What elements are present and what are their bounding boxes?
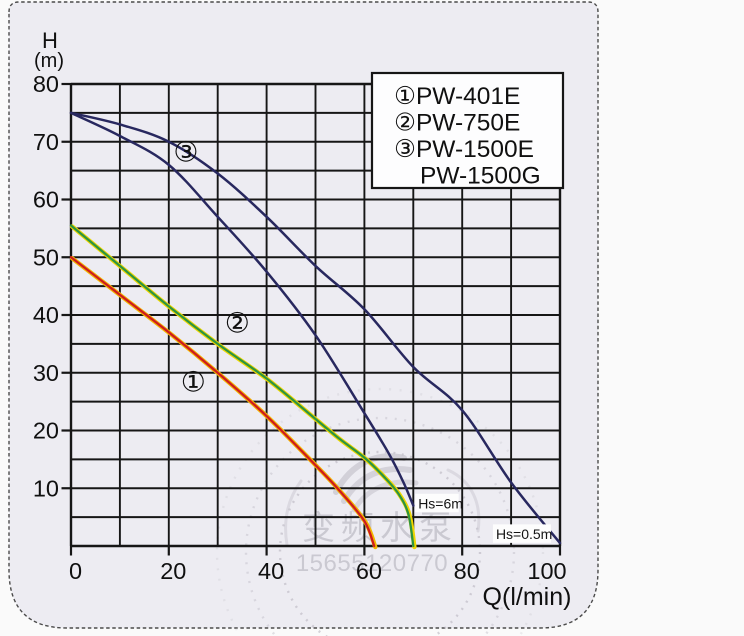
curve-line-PW-401E xyxy=(69,256,376,548)
curve-line-PW-750E xyxy=(69,224,415,548)
legend-label: PW-1500G xyxy=(420,163,541,190)
watermark-ring xyxy=(278,450,482,636)
legend-label: PW-401E xyxy=(416,83,520,110)
watermark-ring xyxy=(215,387,545,636)
y-tick-label: 50 xyxy=(33,244,59,270)
x-tick-label: 100 xyxy=(527,558,566,584)
watermark-swoosh xyxy=(341,466,413,504)
x-tick-label: 80 xyxy=(454,558,480,584)
y-tick-label: 70 xyxy=(33,129,59,155)
y-tick-label: 20 xyxy=(33,418,59,444)
legend-box xyxy=(370,71,565,190)
axis-ticks: 10 20 30 40 50 60 70 80 0 20 40 60 80 100 xyxy=(33,71,567,584)
legend-item: ③PW-1500E xyxy=(394,136,534,163)
axis-titles: H(m) Q(l/min) xyxy=(34,28,571,611)
curve-PW-1500G xyxy=(69,111,562,545)
curve-line-PW-1500E xyxy=(69,111,415,507)
curve-number-label: ③ xyxy=(173,137,198,168)
watermark-swoosh xyxy=(284,479,303,547)
annotation-Hs05m: Hs=0.5m xyxy=(492,524,552,543)
annotation-Hs6m: Hs=6m xyxy=(415,493,463,513)
watermark-number: 15655120770 xyxy=(296,550,448,577)
legend-marker: ① xyxy=(394,83,416,110)
annotation-bg xyxy=(415,493,459,513)
x-axis-title: Q(l/min) xyxy=(483,583,572,611)
watermark-swoosh xyxy=(446,468,481,533)
y-tick-label: 60 xyxy=(33,187,59,213)
watermark-swoosh xyxy=(351,479,419,513)
watermark-ring xyxy=(244,416,516,636)
curve-number-label: ① xyxy=(181,366,206,397)
curve-PW-1500E xyxy=(69,111,415,507)
annotation-text: Hs=6m xyxy=(418,495,463,511)
y-axis-title: H xyxy=(42,28,58,53)
x-tick-label: 40 xyxy=(258,558,284,584)
legend-label: PW-750E xyxy=(416,110,520,137)
legend-item: ①PW-401E xyxy=(394,83,520,110)
legend-marker: ③ xyxy=(394,136,416,163)
curve-PW-750E xyxy=(69,224,417,550)
watermark-stamp: 变频水泵 15655120770 xyxy=(215,387,545,636)
y-axis-title-unit: (m) xyxy=(34,50,64,72)
x-tick-label: 60 xyxy=(356,558,382,584)
curve-number-label: ② xyxy=(225,308,250,339)
legend-label: PW-1500E xyxy=(416,136,534,163)
y-tick-label: 40 xyxy=(33,302,59,328)
x-tick-label: 20 xyxy=(160,558,186,584)
legend-marker: ② xyxy=(394,110,416,137)
legend-item: ②PW-750E xyxy=(394,110,520,137)
legend-item: PW-1500G xyxy=(420,163,541,190)
annotation-text: Hs=0.5m xyxy=(496,526,552,542)
annotation-bg xyxy=(492,524,552,543)
watermark-text: 变频水泵 xyxy=(302,509,458,546)
y-tick-label: 10 xyxy=(33,475,59,501)
y-tick-label: 30 xyxy=(33,360,59,386)
curve-line-PW-1500G xyxy=(69,111,562,545)
curve-PW-401E xyxy=(69,256,378,550)
y-tick-label: 80 xyxy=(33,71,59,97)
x-tick-label: 0 xyxy=(69,558,82,584)
